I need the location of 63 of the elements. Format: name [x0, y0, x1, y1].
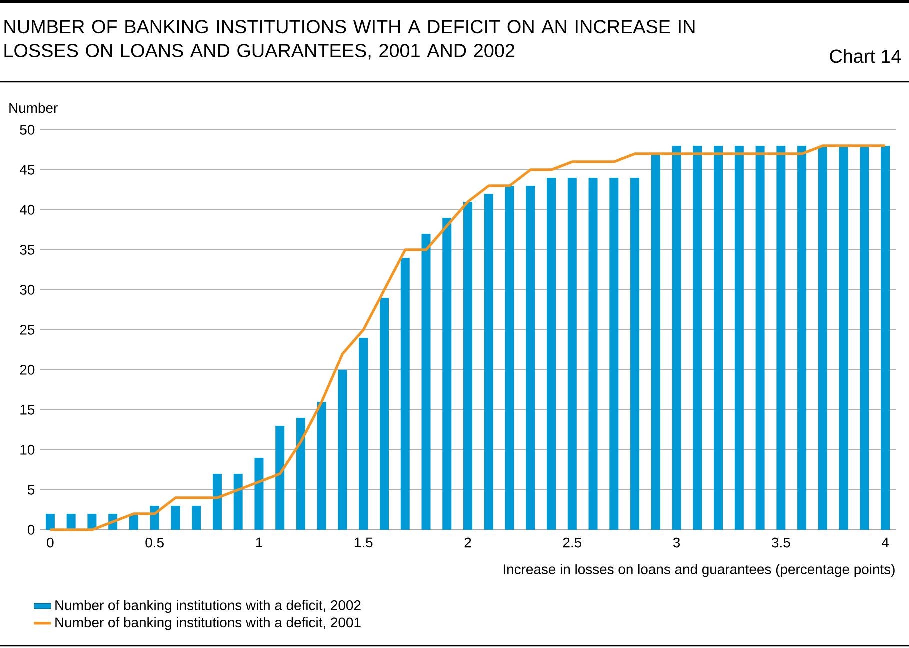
- y-tick-label: 25: [20, 325, 35, 335]
- bar: [484, 194, 494, 530]
- bar: [464, 202, 473, 530]
- x-tick-label: 2.5: [563, 538, 582, 548]
- y-axis-title: Number: [10, 102, 58, 114]
- x-tick-label: 1: [256, 538, 262, 548]
- x-axis-title: Increase in losses on loans and guarantees (percentage points): [504, 564, 895, 578]
- x-tick-label: 3.5: [772, 538, 790, 548]
- x-tick-label: 0: [47, 538, 54, 548]
- bar: [192, 506, 202, 530]
- bar: [338, 370, 348, 530]
- legend-label: Number of banking institutions with a deficit, 2002: [56, 600, 361, 614]
- y-tick-label: 30: [20, 285, 35, 295]
- x-tick-label: 2: [464, 538, 472, 548]
- bar: [547, 178, 556, 530]
- bar: [46, 514, 55, 530]
- bar: [317, 402, 326, 530]
- legend-label: Number of banking institutions with a deficit, 2001: [56, 617, 361, 630]
- bar: [881, 146, 890, 530]
- bar: [422, 234, 431, 530]
- bar: [588, 178, 598, 530]
- x-tick-label: 4: [882, 538, 890, 548]
- bar: [359, 338, 368, 530]
- y-tick-label: 20: [20, 365, 35, 375]
- bar: [860, 146, 870, 530]
- y-tick-label: 5: [28, 485, 35, 495]
- x-tick-label: 3: [673, 538, 680, 548]
- bar: [818, 146, 828, 530]
- bar: [610, 178, 619, 530]
- bar: [171, 506, 180, 530]
- y-tick-label: 10: [20, 445, 35, 455]
- bar: [442, 218, 452, 530]
- bar: [400, 258, 410, 530]
- chart-title: NUMBER OF BANKING INSTITUTIONS WITH A DEFICIT ON AN INCREASE IN LOSSES ON LOANS AND GUARANTEES, 2001 AND 2002: [4, 20, 695, 60]
- bar: [776, 146, 786, 530]
- y-tick-label: 50: [20, 125, 35, 135]
- bar: [568, 178, 577, 530]
- bar: [839, 146, 848, 530]
- bar: [672, 146, 682, 530]
- caption: Chart 14: [830, 49, 902, 64]
- bar: [380, 298, 389, 530]
- bar: [798, 146, 807, 530]
- bar: [296, 418, 306, 530]
- bar: [693, 146, 702, 530]
- bar: [756, 146, 765, 530]
- bar: [66, 514, 76, 530]
- bar: [526, 186, 536, 530]
- bar: [734, 146, 744, 530]
- bar: [254, 458, 264, 530]
- x-tick-label: 1.5: [354, 538, 373, 548]
- bar: [714, 146, 724, 530]
- y-tick-label: 45: [20, 165, 35, 175]
- x-tick-label: 0.5: [146, 538, 164, 548]
- y-tick-label: 0: [28, 525, 35, 535]
- bar: [234, 474, 243, 530]
- bar: [276, 426, 285, 530]
- y-tick-label: 35: [20, 245, 35, 255]
- bar: [630, 178, 640, 530]
- y-tick-label: 40: [20, 205, 35, 215]
- y-tick-label: 15: [20, 405, 35, 415]
- bar: [651, 154, 660, 530]
- bar: [505, 186, 514, 530]
- bar: [212, 474, 222, 530]
